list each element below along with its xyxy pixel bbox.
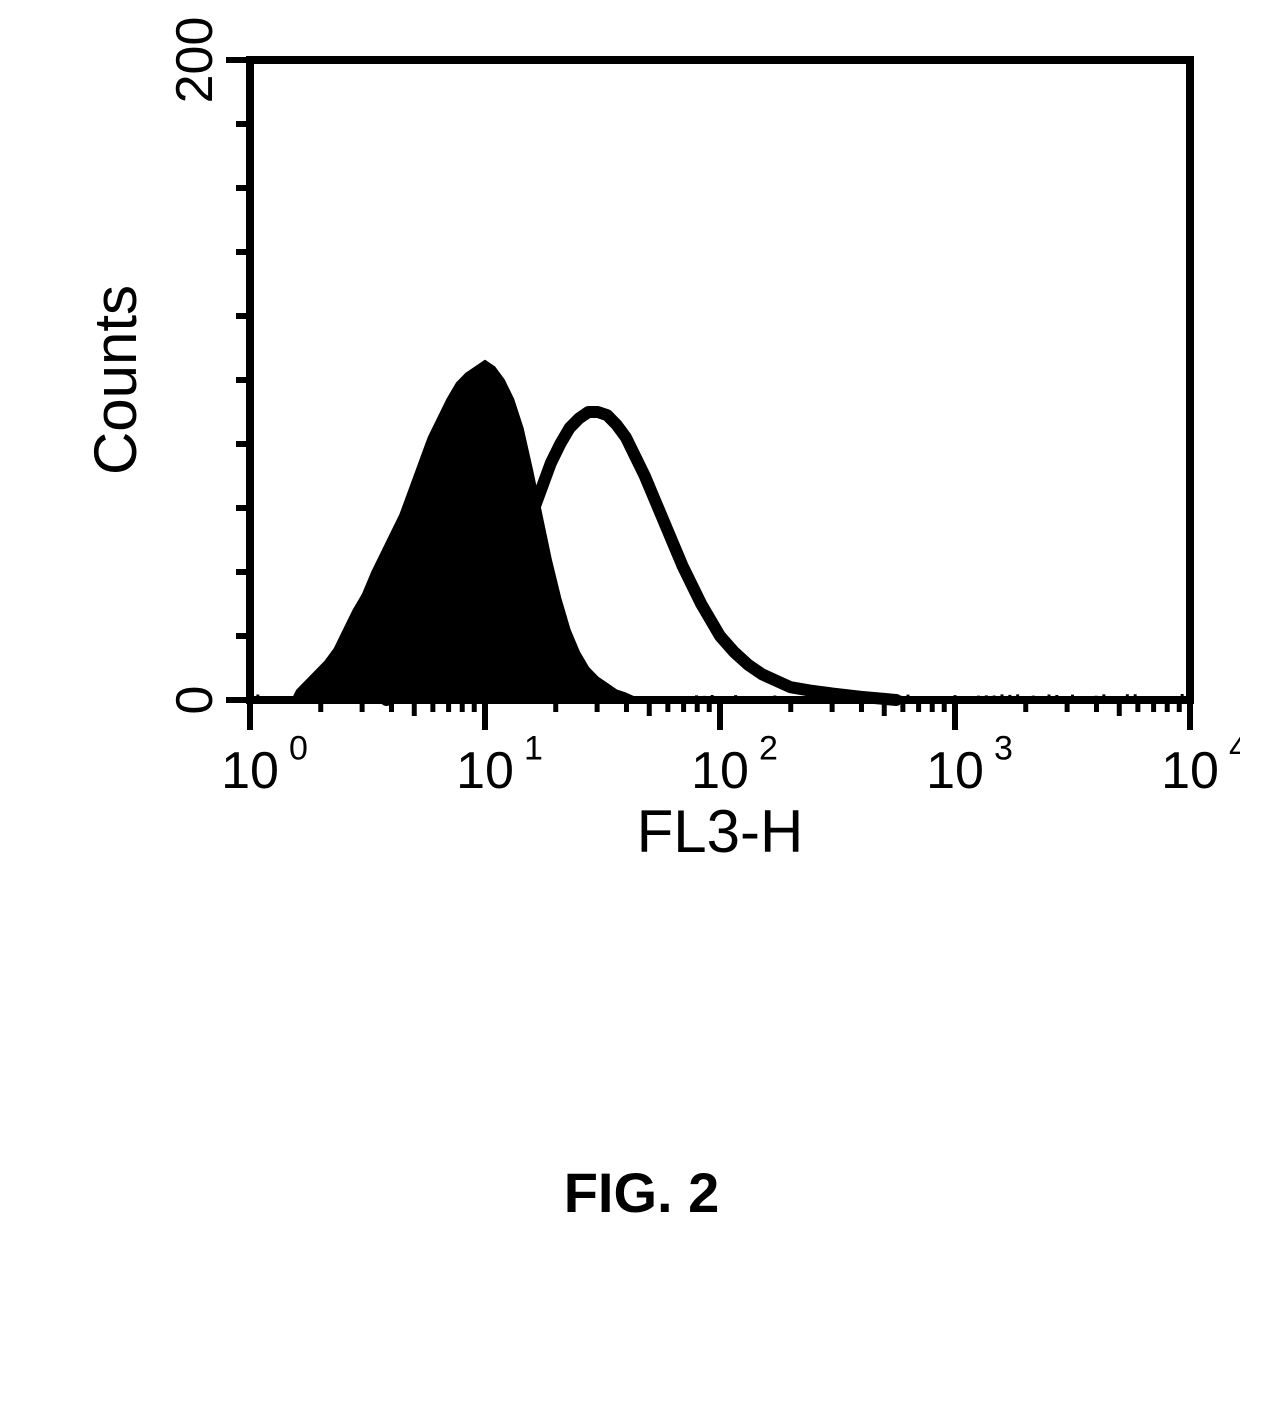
figure-page: 0 200 Counts 10 0 10 1 10 2 10 3 10 4 FL3-H FIG. 2 bbox=[0, 0, 1283, 1428]
svg-text:10: 10 bbox=[456, 742, 514, 800]
svg-text:0: 0 bbox=[166, 686, 224, 715]
x-axis-label: FL3-H bbox=[637, 798, 804, 865]
svg-text:10: 10 bbox=[221, 742, 279, 800]
svg-text:3: 3 bbox=[994, 729, 1013, 767]
svg-text:1: 1 bbox=[524, 729, 543, 767]
y-axis-label: Counts bbox=[82, 285, 149, 475]
svg-text:10: 10 bbox=[691, 742, 749, 800]
svg-text:10: 10 bbox=[926, 742, 984, 800]
svg-text:200: 200 bbox=[166, 17, 224, 104]
svg-text:0: 0 bbox=[289, 729, 308, 767]
svg-text:10: 10 bbox=[1161, 742, 1219, 800]
svg-text:4: 4 bbox=[1229, 729, 1240, 767]
svg-text:2: 2 bbox=[759, 729, 778, 767]
figure-caption: FIG. 2 bbox=[0, 1160, 1283, 1225]
flow-cytometry-chart: 0 200 Counts 10 0 10 1 10 2 10 3 10 4 FL3-H bbox=[60, 10, 1240, 870]
